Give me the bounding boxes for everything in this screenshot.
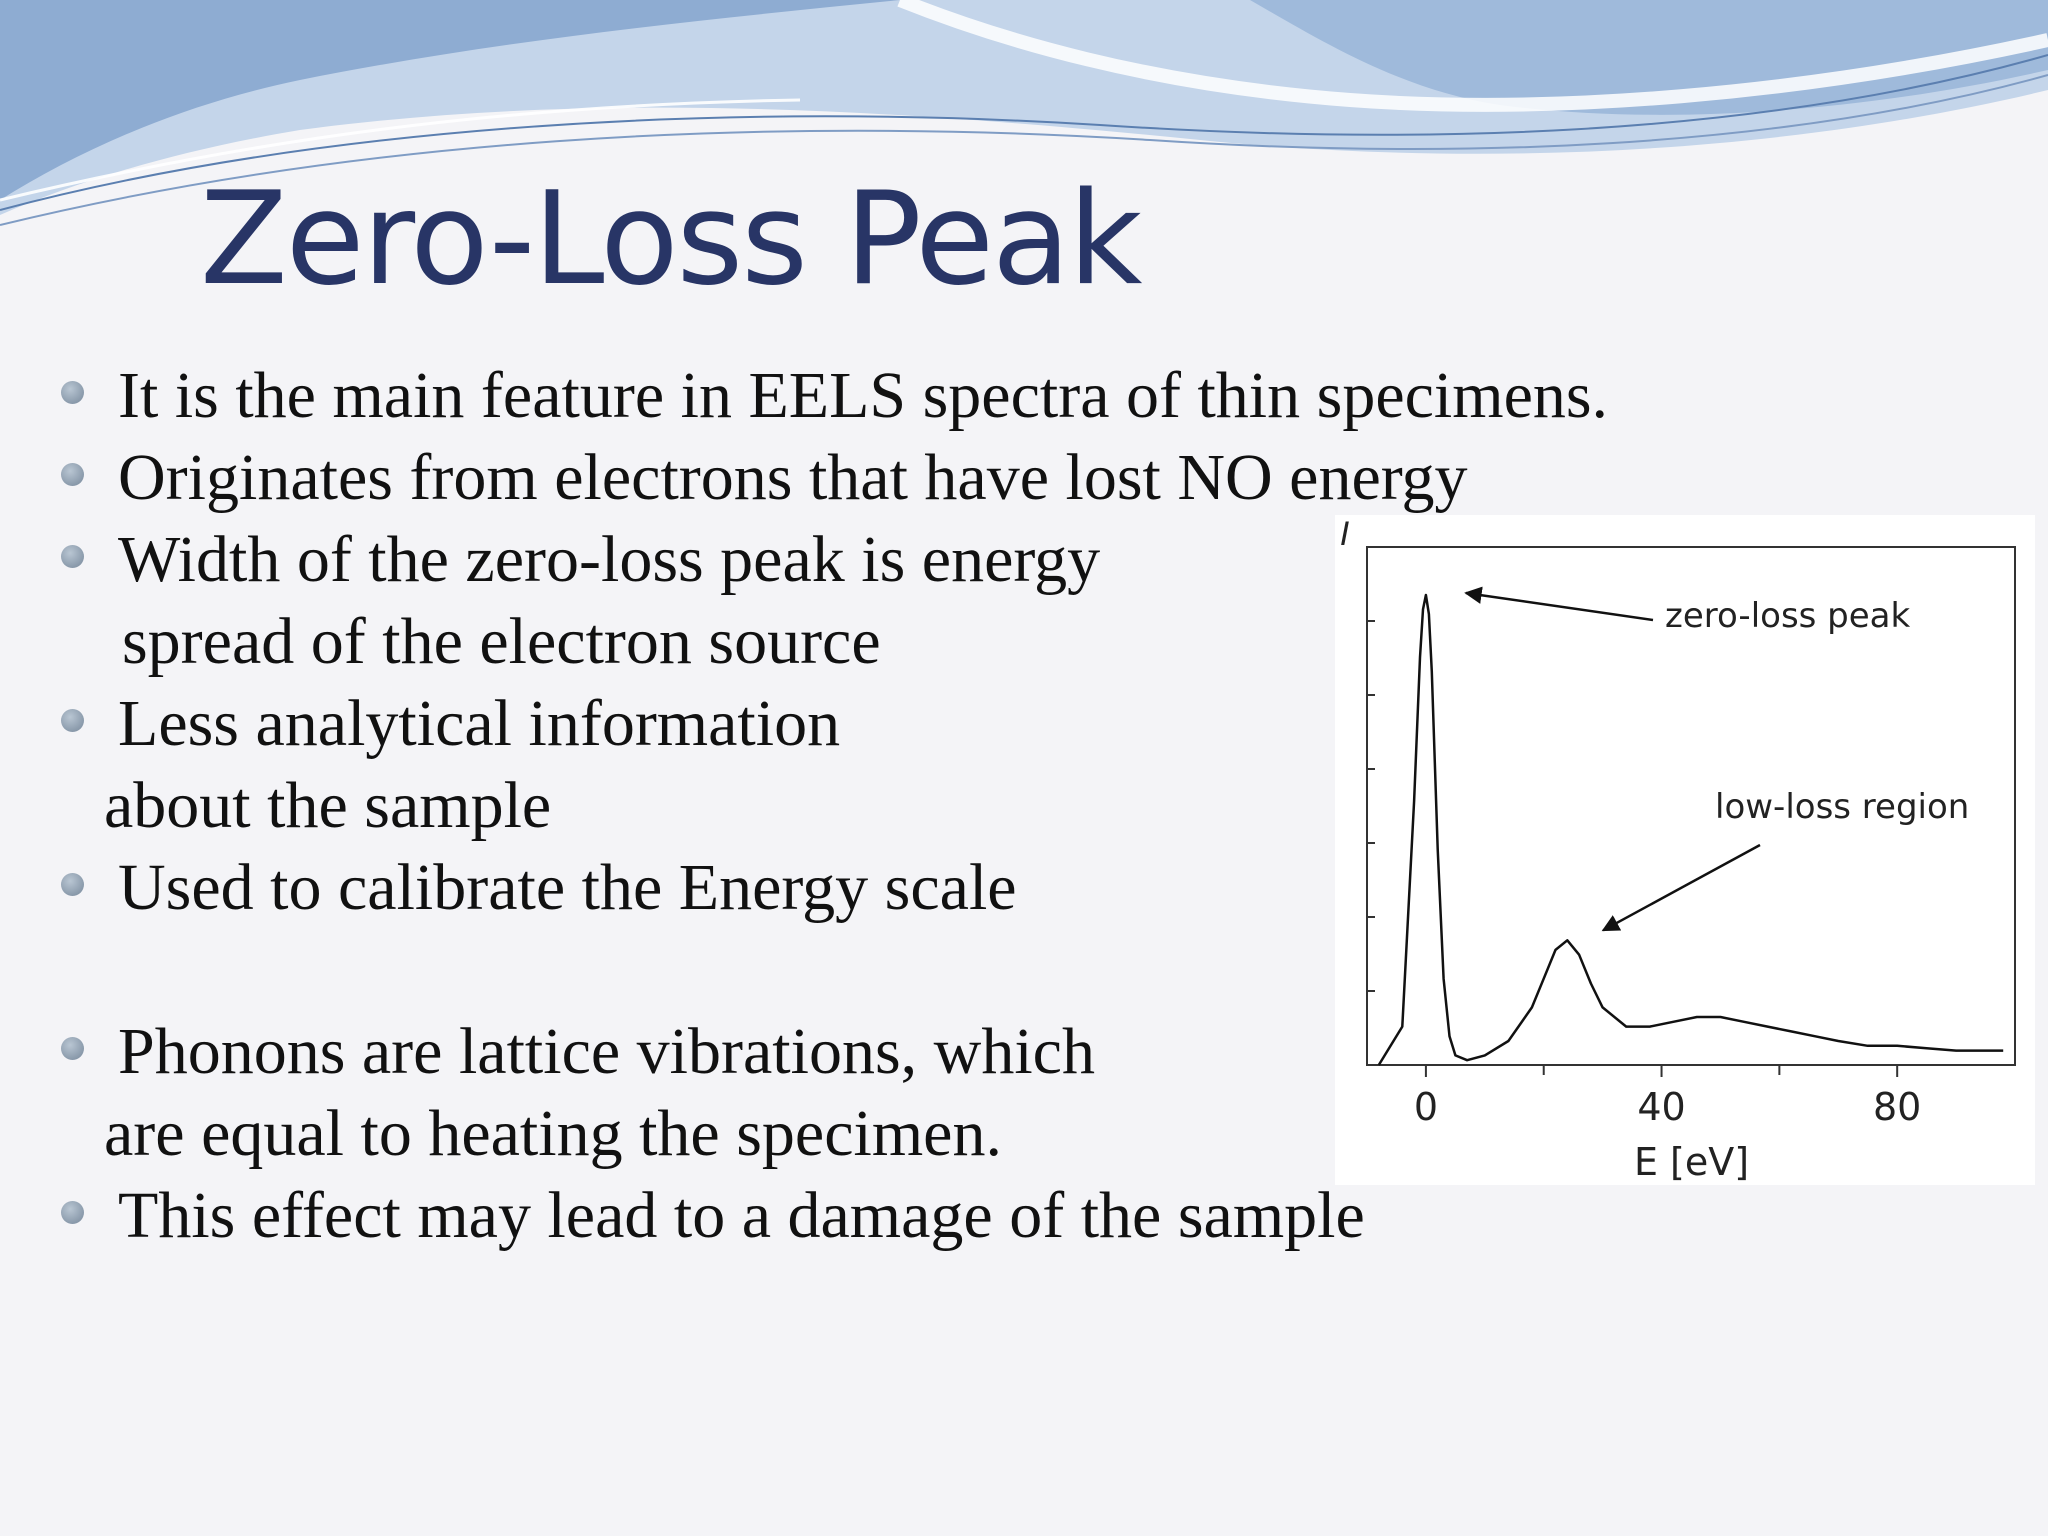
bullet-line: Less analytical information <box>118 687 841 760</box>
bullet-line-continued: spread of the electron source <box>122 605 881 678</box>
header-wave-decoration <box>0 0 2048 226</box>
bullet-dot <box>61 873 84 896</box>
bullet-line: Phonons are lattice vibrations, which <box>118 1015 1095 1088</box>
low-loss-arrow <box>1601 843 1761 932</box>
x-tick-label: 80 <box>1873 1085 1921 1129</box>
x-tick-label: 40 <box>1637 1085 1685 1129</box>
zero-loss-label: zero-loss peak <box>1665 596 1911 636</box>
bullet-line: Originates from electrons that have lost… <box>118 441 1468 514</box>
bullet-dot <box>61 1201 84 1224</box>
bullet-dot <box>61 709 84 732</box>
plot-frame <box>1366 546 2016 1066</box>
slide-title: Zero-Loss Peak <box>200 165 1142 314</box>
bullet-line: This effect may lead to a damage of the … <box>118 1179 1365 1252</box>
bullet-line-continued: about the sample <box>104 769 552 842</box>
bullet-dot <box>61 381 84 404</box>
bullet-line: Used to calibrate the Energy scale <box>118 851 1017 924</box>
y-axis-label: I <box>1340 515 1349 553</box>
bullet-dot <box>61 545 84 568</box>
low-loss-label: low-loss region <box>1715 787 1969 827</box>
bullet-line-continued: are equal to heating the specimen. <box>104 1097 1002 1170</box>
spectrum-line <box>1377 593 2004 1066</box>
bullet-line: It is the main feature in EELS spectra o… <box>118 359 1609 432</box>
bullet-line: Width of the zero-loss peak is energy <box>118 523 1101 596</box>
bullet-dot <box>61 463 84 486</box>
x-tick-label: 0 <box>1414 1085 1438 1129</box>
x-axis-label: E [eV] <box>1634 1140 1749 1184</box>
zero-loss-arrow <box>1464 586 1654 622</box>
bullet-dot <box>61 1037 84 1060</box>
